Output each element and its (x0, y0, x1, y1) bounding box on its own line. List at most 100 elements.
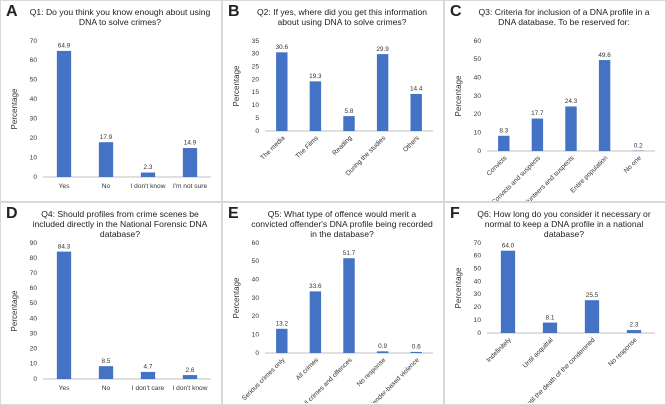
x-tick-label: The Films (295, 134, 321, 160)
value-label: 8.3 (499, 127, 508, 134)
chart-title: Q5: What type of offence would merit a c… (251, 209, 433, 239)
y-tick-label: 50 (474, 265, 482, 272)
y-tick-label: 30 (474, 93, 482, 100)
y-tick-label: 0 (255, 128, 259, 135)
x-tick-label: I'm not sure (173, 183, 208, 190)
y-tick-label: 50 (252, 258, 260, 265)
chart-panel: C Q3: Criteria for inclusion of a DNA pro… (444, 0, 666, 202)
x-tick-label: No (102, 183, 111, 190)
value-label: 64.0 (502, 242, 515, 249)
x-tick-label: Indefinitely (485, 336, 513, 364)
bar (309, 291, 322, 353)
y-tick-label: 25 (252, 63, 260, 70)
x-tick-label: No one (623, 154, 643, 174)
value-label: 5.8 (345, 108, 354, 115)
y-tick-label: 35 (252, 38, 260, 45)
chart-title: Q2: If yes, where did you get this infor… (256, 7, 428, 27)
y-tick-label: 20 (252, 313, 260, 320)
x-tick-label: All crimes (295, 356, 321, 382)
chart-panel: F Q6: How long do you consider it necessa… (444, 202, 666, 405)
x-tick-label: Yes (59, 385, 70, 392)
y-tick-label: 5 (255, 115, 259, 122)
y-tick-label: 60 (252, 240, 260, 247)
bar (276, 328, 288, 353)
y-tick-label: 40 (474, 278, 482, 285)
value-label: 4.7 (144, 364, 153, 371)
chart: Percentage 0 10 20 30 40 50 60 70 Indefinitely 64.… (454, 240, 655, 403)
y-tick-label: 50 (30, 300, 38, 307)
y-tick-label: 10 (30, 154, 38, 161)
bar (498, 135, 510, 151)
y-tick-label: 40 (30, 96, 38, 103)
y-tick-label: 15 (252, 89, 260, 96)
chart: Percentage 0 10 20 30 40 50 60 Serious crimes on… (232, 240, 433, 403)
y-tick-label: 20 (252, 76, 260, 83)
bar (98, 366, 114, 379)
y-tick-label: 30 (474, 291, 482, 298)
bar (376, 54, 389, 131)
y-tick-label: 20 (30, 346, 38, 353)
value-label: 19.3 (309, 73, 322, 80)
chart-panel: D Q4: Should profiles from crime scenes b… (0, 202, 222, 405)
y-tick-label: 60 (30, 285, 38, 292)
y-tick-label: 10 (252, 102, 260, 109)
y-tick-label: 70 (474, 240, 482, 247)
chart-title: Q4: Should profiles from crime scenes be… (32, 209, 208, 239)
value-label: 17.7 (531, 110, 544, 117)
chart: Percentage 0 10 20 30 40 50 60 70 80 90 Yes 84.3 No 8.… (10, 240, 211, 392)
panel-letter: D (6, 205, 18, 222)
x-tick-label: The media (259, 134, 286, 161)
bar (626, 330, 642, 333)
y-tick-label: 30 (252, 295, 260, 302)
y-tick-label: 70 (30, 38, 38, 45)
y-tick-label: 50 (30, 77, 38, 84)
y-tick-label: 10 (474, 129, 482, 136)
y-tick-label: 30 (252, 51, 260, 58)
bar (140, 371, 156, 379)
bar (584, 300, 600, 333)
chart-panel: B Q2: If yes, where did you get this info… (222, 0, 444, 202)
y-tick-label: 20 (474, 304, 482, 311)
bar (343, 258, 355, 353)
y-tick-label: 60 (30, 57, 38, 64)
chart-title: Q6: How long do you consider it necessar… (477, 209, 651, 239)
bar (376, 351, 389, 353)
y-tick-label: 40 (30, 315, 38, 322)
x-tick-label: Serious crimes only (241, 356, 287, 402)
y-tick-label: 40 (474, 74, 482, 81)
y-tick-label: 0 (477, 148, 481, 155)
bar (542, 322, 558, 333)
value-label: 30.6 (276, 44, 289, 51)
panel-letter: B (228, 3, 240, 20)
x-tick-label: I don't care (132, 385, 165, 392)
y-axis-label: Percentage (10, 290, 19, 331)
value-label: 29.9 (376, 46, 389, 53)
value-label: 8.5 (102, 358, 111, 365)
chart-panel: A Q1: Do you think you know enough about … (0, 0, 222, 202)
x-tick-label: No response (607, 336, 639, 368)
bar (182, 375, 198, 379)
panel-letter: C (450, 3, 462, 20)
bar (56, 251, 72, 379)
value-label: 17.9 (100, 134, 113, 141)
x-tick-label: Until the death of the condemned (523, 336, 597, 403)
y-tick-label: 30 (30, 330, 38, 337)
value-label: 0.6 (412, 344, 421, 351)
bar (309, 81, 322, 131)
y-tick-label: 0 (477, 330, 481, 337)
x-tick-label: Entire population (569, 154, 609, 194)
x-tick-label: No (102, 385, 111, 392)
bar (531, 118, 544, 151)
value-label: 24.3 (565, 98, 578, 105)
value-label: 84.3 (58, 243, 71, 250)
y-tick-label: 0 (255, 350, 259, 357)
y-axis-label: Percentage (454, 267, 463, 308)
y-tick-label: 20 (474, 111, 482, 118)
y-tick-label: 50 (474, 56, 482, 63)
value-label: 2.3 (144, 164, 153, 171)
y-tick-label: 0 (33, 376, 37, 383)
value-label: 2.3 (630, 322, 639, 329)
bar (598, 60, 611, 151)
chart: Percentage 0 5 10 15 20 25 30 35 The media 30.6 The… (232, 38, 433, 177)
